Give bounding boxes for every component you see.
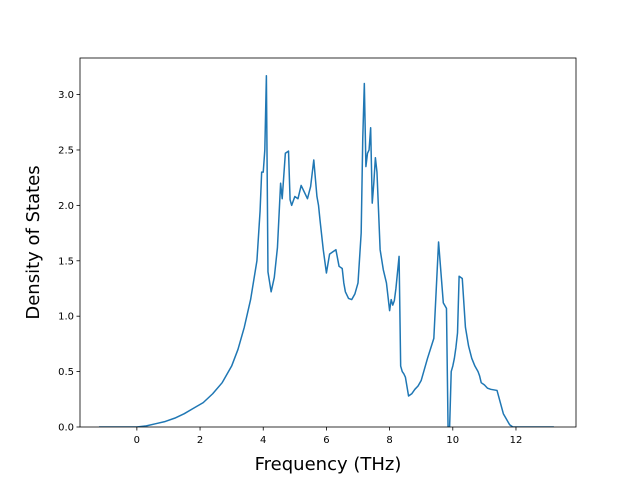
x-tick-label: 10	[446, 435, 459, 446]
x-tick-label: 2	[197, 435, 203, 446]
y-tick-label: 0.0	[58, 423, 74, 434]
x-tick-label: 12	[510, 435, 523, 446]
x-axis-title: Frequency (THz)	[255, 454, 402, 475]
y-tick-label: 2.5	[58, 145, 74, 156]
x-tick-label: 0	[134, 435, 140, 446]
y-tick-label: 2.0	[58, 201, 74, 212]
axes-frame	[79, 57, 577, 428]
y-tick-label: 1.5	[58, 256, 74, 267]
x-tick-label: 6	[323, 435, 329, 446]
x-axis-ticks: 0 2 4 6 8 10 12	[134, 427, 523, 446]
y-tick-label: 1.0	[58, 312, 74, 323]
plot-area	[79, 57, 577, 428]
y-axis-title: Density of States	[23, 165, 44, 319]
y-tick-label: 0.5	[58, 367, 74, 378]
x-tick-label: 8	[386, 435, 392, 446]
dos-series-line	[98, 74, 554, 427]
x-tick-label: 4	[260, 435, 266, 446]
y-axis-ticks: 0.0 0.5 1.0 1.5 2.0 2.5 3.0	[58, 90, 80, 434]
y-tick-label: 3.0	[58, 90, 74, 101]
